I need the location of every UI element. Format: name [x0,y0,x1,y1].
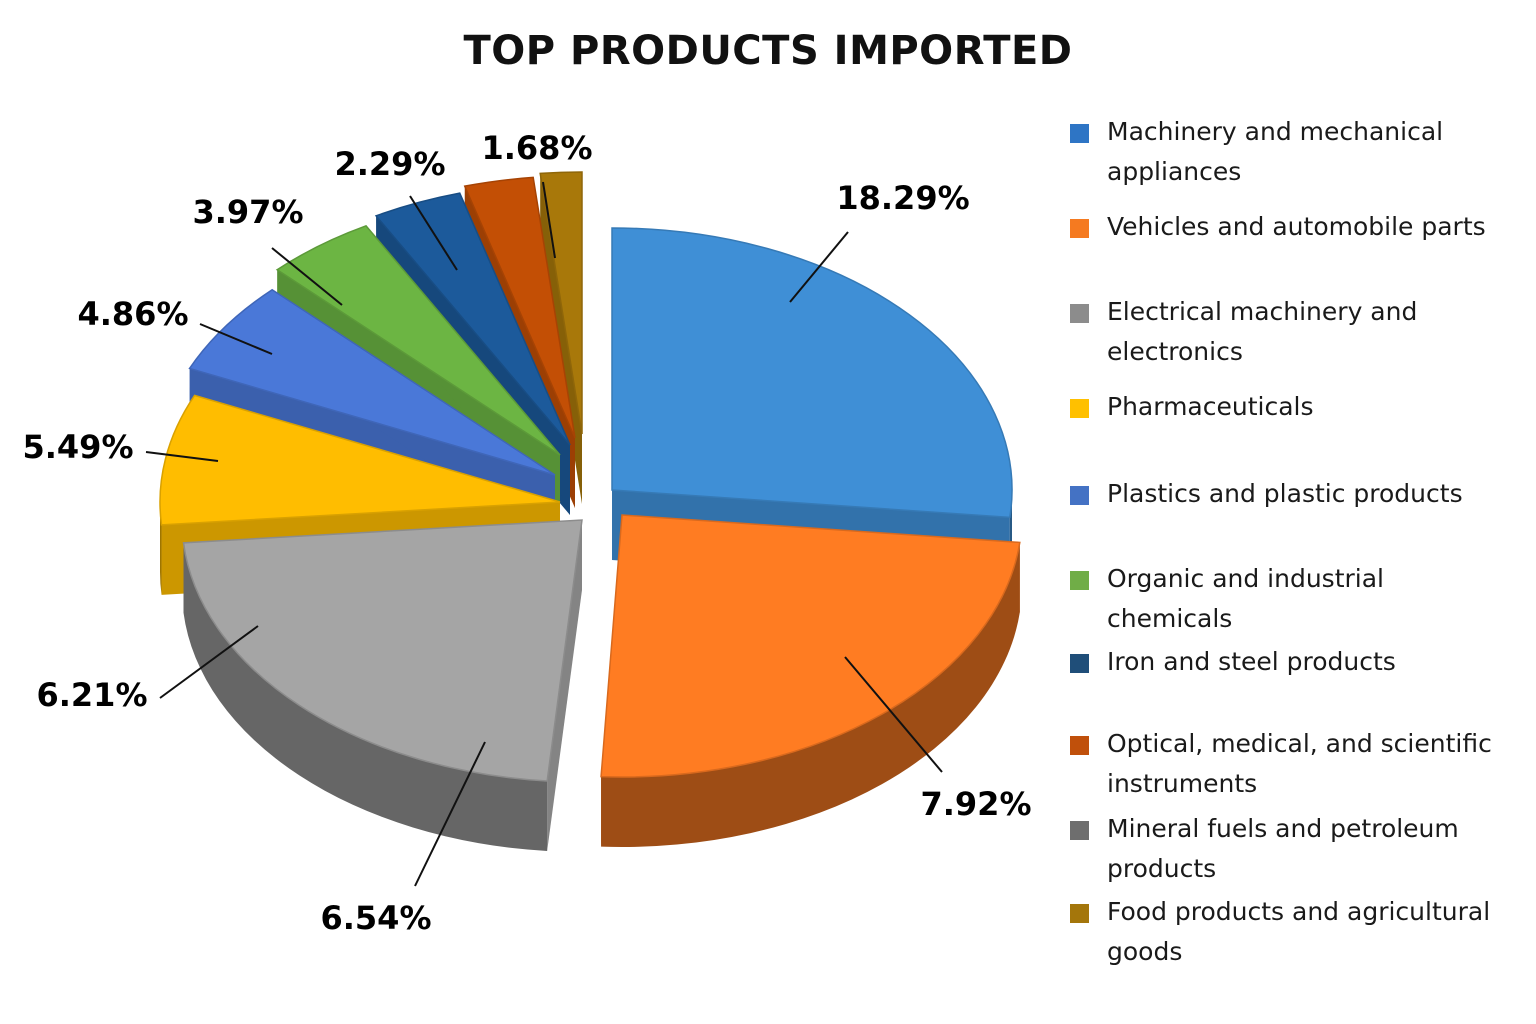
legend-swatch [1070,736,1089,755]
leader-line-2 [844,656,943,773]
legend-label: Machinery and mechanical appliances [1107,117,1444,186]
legend-label: Vehicles and automobile parts [1107,212,1486,241]
leader-line-7 [271,247,343,306]
data-labels: 18.29% 7.92% 6.54% 6.21% 5.49% 4.86% 3.97% 2.29… [22,129,1031,937]
legend-item: Iron and steel products [1070,642,1517,682]
legend-item: Mineral fuels and petroleum products [1070,809,1517,889]
pie-slices [159,171,1021,852]
legend-item: Electrical machinery and electronics [1070,292,1517,372]
legend-swatch [1070,219,1089,238]
leader-line-9 [542,181,556,259]
legend-swatch [1070,399,1089,418]
leader-line-5 [145,451,219,462]
pie-slice-3 [182,519,583,852]
legend-item: Plastics and plastic products [1070,474,1517,514]
legend-item: Pharmaceuticals [1070,387,1517,427]
data-label-7: 3.97% [192,193,303,231]
leader-line-4 [159,625,259,699]
legend-item: Optical, medical, and scientific instrum… [1070,724,1517,804]
legend-swatch [1070,571,1089,590]
legend-item: Machinery and mechanical appliances [1070,112,1517,192]
legend-label: Organic and industrial chemicals [1107,564,1384,633]
legend-label: Food products and agricultural goods [1107,897,1491,966]
legend-label: Mineral fuels and petroleum products [1107,814,1459,883]
data-label-4: 6.21% [36,676,147,714]
legend-label: Pharmaceuticals [1107,392,1314,421]
pie-slice-2 [600,514,1021,847]
legend-item: Food products and agricultural goods [1070,892,1517,972]
data-label-1: 18.29% [836,179,969,217]
legend-swatch [1070,654,1089,673]
leader-lines [145,181,943,887]
legend-swatch [1070,486,1089,505]
legend-swatch [1070,304,1089,323]
data-label-6: 4.86% [77,295,188,333]
data-label-5: 5.49% [22,428,133,466]
legend-swatch [1070,821,1089,840]
legend-item: Organic and industrial chemicals [1070,559,1517,639]
legend-item: Vehicles and automobile parts [1070,207,1517,247]
data-label-9: 1.68% [481,129,592,167]
legend-label: Iron and steel products [1107,647,1396,676]
chart-title: TOP PRODUCTS IMPORTED [463,28,1073,74]
legend-swatch [1070,904,1089,923]
leader-line-3 [414,741,486,887]
leader-line-6 [199,323,273,355]
legend-swatch [1070,124,1089,143]
leader-line-8 [409,195,458,271]
leader-line-1 [789,231,849,303]
data-label-3: 6.54% [320,899,431,937]
data-label-2: 7.92% [920,785,1031,823]
legend-label: Electrical machinery and electronics [1107,297,1418,366]
legend-label: Plastics and plastic products [1107,479,1463,508]
data-label-8: 2.29% [334,145,445,183]
legend-label: Optical, medical, and scientific instrum… [1107,729,1492,798]
